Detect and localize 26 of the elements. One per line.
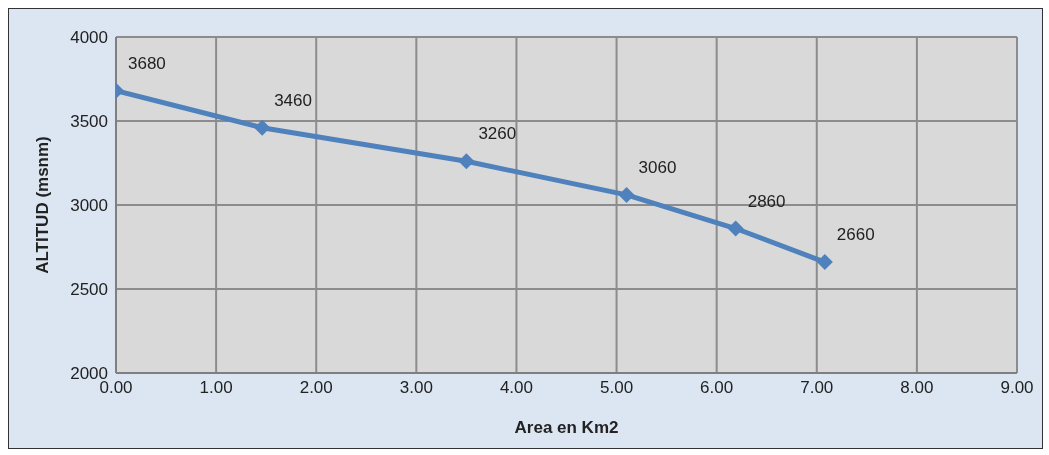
point xyxy=(816,254,833,271)
x-tick-label: 9.00 xyxy=(1000,378,1034,398)
y-tick-label: 3500 xyxy=(70,112,108,132)
data-label: 3680 xyxy=(128,53,166,73)
x-tick-label: 2.00 xyxy=(299,378,333,398)
x-tick-label: 6.00 xyxy=(700,378,734,398)
point xyxy=(254,119,271,136)
data-label: 3060 xyxy=(638,157,677,177)
data-label: 3460 xyxy=(274,90,312,110)
y-tick-label: 3000 xyxy=(70,196,108,216)
y-tick-label: 2500 xyxy=(70,280,108,300)
point xyxy=(458,153,475,170)
y-tick-label: 4000 xyxy=(70,28,108,48)
x-tick-label: 5.00 xyxy=(600,378,634,398)
x-tick-label: 1.00 xyxy=(199,378,233,398)
data-label: 3260 xyxy=(478,124,517,144)
x-tick-label: 4.00 xyxy=(499,378,533,398)
data-label: 2660 xyxy=(836,225,875,245)
x-tick-label: 8.00 xyxy=(900,378,934,398)
y-axis-title: ALTITUD (msnm) xyxy=(33,136,53,274)
point xyxy=(618,186,635,203)
data-label: 2860 xyxy=(747,191,786,211)
x-tick-label: 3.00 xyxy=(399,378,433,398)
point xyxy=(727,220,744,237)
x-tick-label: 7.00 xyxy=(800,378,834,398)
x-axis-title: Area en Km2 xyxy=(514,418,619,437)
